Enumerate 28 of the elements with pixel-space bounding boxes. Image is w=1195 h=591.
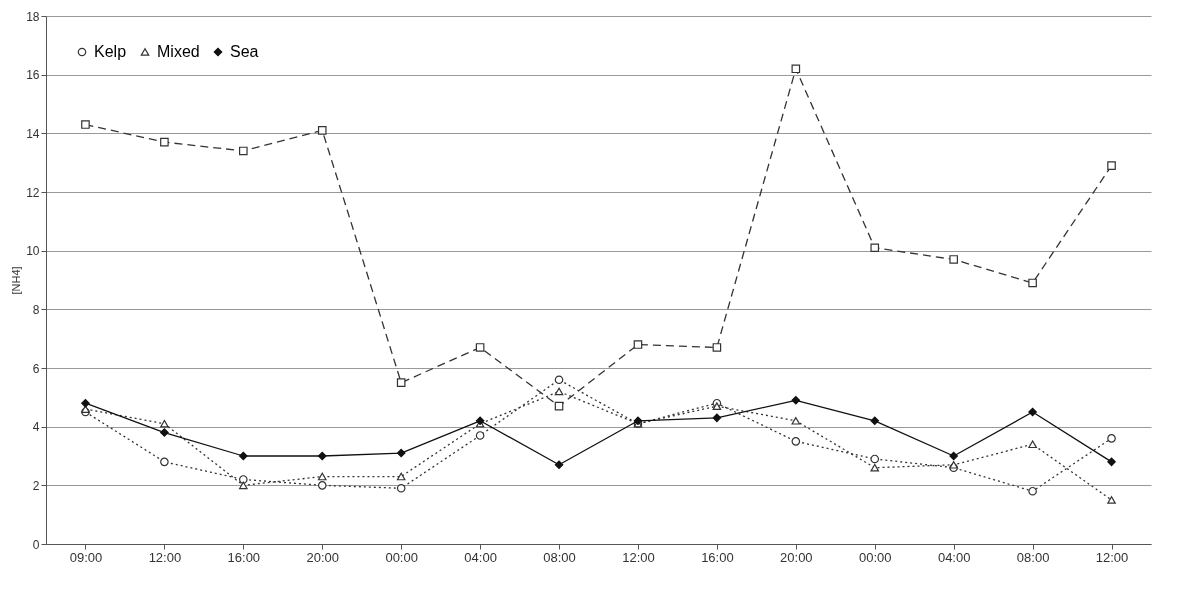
x-tick-label: 16:00 (227, 549, 261, 565)
x-tick-label: 12:00 (622, 549, 655, 565)
y-tick-label: 8 (32, 302, 40, 317)
y-axis-title: [NH4] (10, 266, 23, 295)
x-tick-label: 04:00 (464, 549, 497, 565)
x-tick-label: 08:00 (543, 549, 576, 565)
legend-label: Kelp (94, 43, 127, 60)
y-tick-label: 16 (26, 68, 40, 83)
y-tick-label: 14 (26, 126, 40, 141)
legend-label: Sea (230, 43, 259, 60)
x-tick-label: 08:00 (1016, 549, 1050, 565)
x-tick-label: 09:00 (69, 549, 103, 565)
y-tick-label: 10 (26, 244, 40, 259)
y-tick-label: 18 (26, 9, 40, 24)
x-tick-label: 12:00 (148, 549, 182, 565)
y-tick-label: 4 (32, 420, 40, 435)
x-tick-label: 16:00 (701, 549, 734, 565)
x-tick-label: 04:00 (937, 549, 971, 565)
y-tick-label: 0 (32, 537, 40, 552)
x-tick-label: 12:00 (1095, 549, 1129, 565)
x-tick-label: 20:00 (780, 549, 813, 565)
x-tick-label: 00:00 (385, 549, 418, 565)
legend-label: Mixed (157, 43, 200, 60)
y-tick-label: 12 (26, 185, 40, 200)
x-tick-label: 00:00 (858, 549, 892, 565)
y-tick-label: 6 (32, 361, 40, 376)
y-tick-label: 2 (32, 478, 40, 493)
x-tick-label: 20:00 (306, 549, 340, 565)
